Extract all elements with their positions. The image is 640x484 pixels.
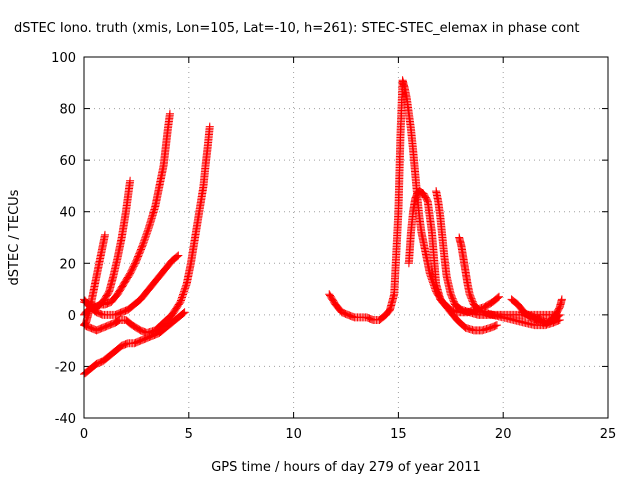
data-point [179, 309, 188, 318]
data-point [492, 294, 501, 303]
y-axis-label: dSTEC / TECUs [7, 189, 22, 285]
data-point [113, 317, 122, 326]
y-tick-label: 80 [59, 103, 76, 118]
y-tick-label: 40 [59, 206, 76, 221]
data-point [492, 321, 501, 330]
x-tick-label: 10 [285, 427, 302, 442]
data-point [165, 109, 174, 118]
data-point [455, 303, 464, 312]
data-point [336, 307, 345, 316]
x-tick-label: 5 [185, 427, 193, 442]
data-series [80, 251, 183, 319]
data-point [557, 295, 566, 304]
data-point [180, 308, 189, 317]
data-point [174, 251, 183, 260]
y-tick-label: 100 [51, 51, 76, 66]
data-point [553, 312, 562, 321]
x-tick-label: 25 [600, 427, 617, 442]
x-tick-label: 20 [495, 427, 512, 442]
data-point [205, 122, 214, 131]
x-axis-label: GPS time / hours of day 279 of year 2011 [211, 460, 481, 475]
data-series [80, 122, 214, 337]
data-point [554, 311, 563, 320]
data-point [172, 253, 181, 262]
data-point [126, 176, 135, 185]
x-tick-label: 0 [80, 427, 88, 442]
y-tick-label: 60 [59, 154, 76, 169]
data-point [491, 321, 500, 330]
grid-layer [84, 57, 608, 418]
data-series [404, 187, 501, 335]
y-tick-label: 0 [68, 309, 76, 324]
plot-layer [80, 76, 566, 379]
tick-label-layer: 0 5 10 15 20 25 -40 -20 0 20 40 60 80 100 [51, 51, 616, 442]
data-series [80, 308, 189, 379]
data-series [80, 230, 109, 330]
data-series [518, 308, 564, 327]
plot-frame [83, 56, 609, 419]
data-point [384, 307, 393, 316]
y-tick-label: -20 [55, 360, 76, 375]
data-point [495, 292, 504, 301]
data-point [473, 304, 482, 313]
x-tick-label: 15 [390, 427, 407, 442]
data-point [100, 230, 109, 239]
tick-layer [83, 56, 609, 419]
chart-title: dSTEC Iono. truth (xmis, Lon=105, Lat=-1… [14, 21, 580, 36]
y-tick-label: 20 [59, 257, 76, 272]
data-point [178, 309, 187, 318]
data-point [555, 310, 564, 319]
data-point [173, 252, 182, 261]
data-series [325, 290, 395, 325]
data-point [493, 293, 502, 302]
y-tick-label: -40 [55, 412, 76, 427]
